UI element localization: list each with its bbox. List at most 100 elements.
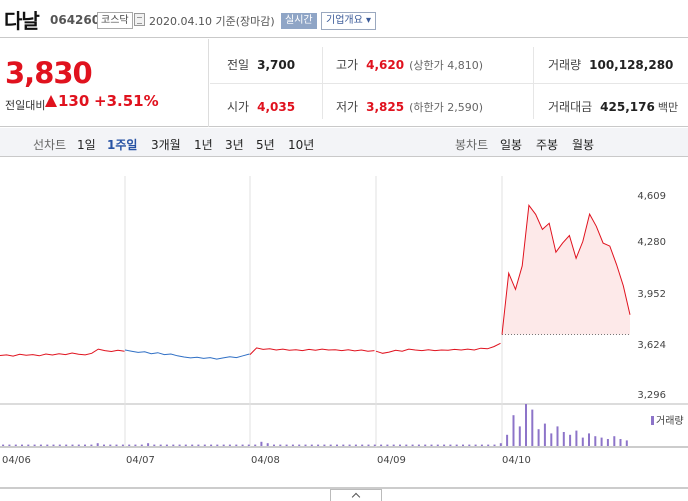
volume-bar xyxy=(386,444,389,446)
volume-bar xyxy=(329,444,332,446)
price-line-04-08 xyxy=(249,347,375,355)
volume-bar xyxy=(77,444,80,446)
volume-bar xyxy=(65,444,68,446)
volume-bar xyxy=(121,444,124,446)
column-divider xyxy=(533,47,534,119)
volume-legend: 거래량 xyxy=(651,412,684,427)
volume-bar xyxy=(103,444,105,446)
x-tick-label: 04/09 xyxy=(377,455,406,466)
period-10y[interactable]: 10년 xyxy=(288,138,315,152)
volume-swatch xyxy=(651,416,654,425)
period-1d[interactable]: 1일 xyxy=(77,138,96,152)
prev-close-cell: 전일 3,700 xyxy=(227,56,295,73)
prev-close-value: 3,700 xyxy=(257,58,296,72)
volume-cell: 거래량 100,128,280 xyxy=(548,56,673,73)
stock-code: 064260 xyxy=(50,13,101,27)
volume-bar xyxy=(260,441,263,446)
amount-cell: 거래대금 425,176 백만 xyxy=(548,98,678,115)
volume-value: 100,128,280 xyxy=(589,58,674,72)
y-tick-label: 3,296 xyxy=(637,390,666,401)
volume-bar xyxy=(317,444,320,446)
volume-bar xyxy=(575,430,578,446)
volume-bar xyxy=(506,434,509,446)
volume-bar xyxy=(336,444,338,446)
volume-bar xyxy=(216,444,219,446)
price-area-fill xyxy=(502,205,630,335)
volume-bar xyxy=(109,444,112,446)
x-tick-label: 04/08 xyxy=(251,455,280,466)
volume-bar xyxy=(39,444,42,446)
volume-bar xyxy=(203,444,206,446)
volume-bar xyxy=(417,444,420,446)
volume-bar xyxy=(14,444,17,446)
low-cell: 저가 3,825 (하한가 2,590) xyxy=(336,98,483,115)
volume-bar xyxy=(323,444,326,446)
period-1w[interactable]: 1주일 xyxy=(107,138,138,152)
volume-bar xyxy=(562,432,565,446)
price-change-percent: +3.51% xyxy=(94,92,159,110)
price-change: 130 xyxy=(58,92,90,110)
open-cell: 시가 4,035 xyxy=(227,98,295,115)
stock-header: 다날 064260 코스닥 2020.04.10 기준(장마감) 실시간 기업개… xyxy=(0,0,688,38)
period-3m[interactable]: 3개월 xyxy=(151,138,181,152)
volume-bar xyxy=(468,444,471,446)
candle-daily[interactable]: 일봉 xyxy=(500,138,523,152)
volume-bar xyxy=(392,444,395,446)
volume-bar xyxy=(499,443,502,446)
compare-label: 전일대비 xyxy=(5,99,46,112)
period-1y[interactable]: 1년 xyxy=(194,138,213,152)
chart-period-bar: 선차트 1일 1주일 3개월 1년 3년 5년 10년 봉차트 일봉 주봉 월봉 xyxy=(0,128,688,157)
volume-bar xyxy=(140,444,143,446)
company-overview-dropdown[interactable]: 기업개요 ▾ xyxy=(321,12,376,30)
y-tick-label: 3,952 xyxy=(637,289,666,300)
price-line-04-10 xyxy=(501,203,631,335)
volume-bar xyxy=(266,443,269,446)
document-icon xyxy=(134,13,145,26)
volume-bar xyxy=(518,426,521,446)
x-tick-label: 04/06 xyxy=(2,455,31,466)
row-divider xyxy=(210,83,688,84)
volume-bar xyxy=(361,444,364,446)
price-line-04-07 xyxy=(124,349,250,360)
period-5y[interactable]: 5년 xyxy=(256,138,275,152)
candle-weekly[interactable]: 주봉 xyxy=(536,138,559,152)
volume-bar xyxy=(525,404,527,446)
x-tick-label: 04/07 xyxy=(126,455,155,466)
y-tick-label: 4,609 xyxy=(637,191,666,202)
volume-bar xyxy=(600,437,603,446)
realtime-button[interactable]: 실시간 xyxy=(281,13,317,29)
period-3y[interactable]: 3년 xyxy=(225,138,244,152)
price-line-04-06 xyxy=(0,348,125,357)
volume-bar xyxy=(304,444,307,446)
volume-bar xyxy=(96,443,99,446)
volume-bar xyxy=(115,444,118,446)
open-label: 시가 xyxy=(227,100,250,114)
volume-bar xyxy=(8,444,11,446)
upper-limit: (상한가 4,810) xyxy=(409,59,483,72)
line-chart-label: 선차트 xyxy=(33,138,67,152)
price-chart[interactable]: 4,609 4,280 3,952 3,624 3,296 04/06 04/0… xyxy=(0,158,688,501)
volume-bar xyxy=(279,444,282,446)
volume-label: 거래량 xyxy=(548,58,582,72)
amount-value: 425,176 xyxy=(600,100,655,114)
volume-bar xyxy=(291,444,294,446)
volume-bar xyxy=(449,444,452,446)
candle-monthly[interactable]: 월봉 xyxy=(572,138,595,152)
high-value: 4,620 xyxy=(366,58,405,72)
chart-canvas[interactable] xyxy=(0,158,688,501)
volume-bar xyxy=(90,444,93,446)
volume-bar xyxy=(197,444,200,446)
column-divider xyxy=(322,47,323,119)
collapse-chart-button[interactable] xyxy=(330,489,382,501)
volume-bar xyxy=(210,444,213,446)
volume-bar xyxy=(512,415,515,446)
volume-bar xyxy=(537,429,540,446)
volume-bar xyxy=(84,444,86,446)
volume-bar xyxy=(298,444,301,446)
volume-bar xyxy=(21,444,23,446)
volume-bar xyxy=(46,444,49,446)
volume-bar xyxy=(613,436,616,446)
current-price: 3,830 xyxy=(5,56,93,90)
volume-bar xyxy=(480,444,483,446)
volume-bar xyxy=(543,423,546,446)
